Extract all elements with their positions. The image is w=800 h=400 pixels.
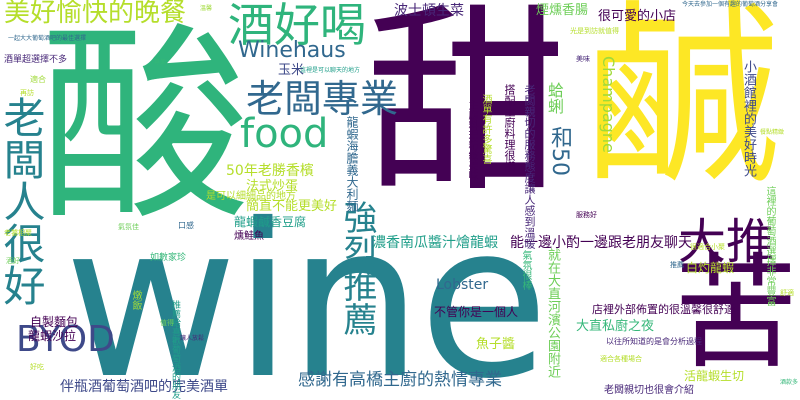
word-v8: 燉飯: [130, 290, 141, 310]
word-v4: 小酒館裡的美好時光: [741, 60, 756, 177]
word-tiny3: 適合: [30, 75, 46, 84]
word-fish-sauce: 魚子醬: [476, 337, 516, 352]
word-wine: wine: [64, 178, 549, 400]
word-live-shrimp: 活龍蝦生切: [684, 369, 745, 383]
word-lobster-salad: 龍蝦沙拉: [28, 329, 77, 343]
word-tiny19: 好吃: [30, 363, 44, 371]
word-v9: 氣氛很棒: [520, 250, 531, 290]
word-tiny14: 讓人放鬆: [180, 335, 205, 342]
word-v10: 推薦給喜歡葡萄酒的朋友: [170, 300, 180, 399]
word-tiny17: 溫馨: [200, 5, 213, 12]
word-bottle: 伴瓶酒葡萄酒吧的完美酒單: [60, 379, 228, 395]
word-v2: 搭配主廚料理很讚: [503, 84, 516, 172]
word-tiny8: 很適合小聚: [690, 243, 725, 251]
word-tiny13: 餐點精緻: [760, 129, 785, 136]
word-strong-rec: 強烈推薦: [337, 200, 377, 336]
word-tiny5: 光是到訪就值得: [570, 27, 619, 35]
word-chat: 能一邊小酌一邊跟老朋友聊天: [510, 235, 692, 251]
word-boss-pro: 老闆專業: [246, 77, 399, 121]
word-french-toast: 法式炒蛋: [246, 179, 299, 194]
word-v7: 主廚料理精緻美味: [466, 100, 477, 180]
word-boss-nice: 老闆人很好: [0, 96, 46, 306]
word-tiny16: 推薦: [670, 261, 684, 269]
word-fifty-year: 50年老勝香檳: [226, 163, 314, 179]
word-tiny15: 氣氛佳: [118, 223, 139, 231]
word-food: food: [240, 111, 329, 157]
word-store-outside: 店裡外部佈置的很溫馨很舒適: [592, 303, 735, 316]
word-tiny4: 老饕相聚: [4, 229, 32, 237]
word-cute-shop: 很可愛的小店: [598, 9, 677, 24]
word-big-push: 大推: [678, 214, 775, 270]
word-tiny2: 酒單超選擇不多: [4, 55, 68, 65]
word-champagne: Champagne: [599, 56, 618, 153]
word-near-park: 就在大直河濱公園附近: [545, 248, 560, 378]
word-tiny10: 這裡是可以聊天的地方: [300, 67, 361, 74]
word-enjoy: 如數家珍: [150, 253, 187, 263]
word-v5: 這裡的葡萄酒選擇非常豐富: [764, 186, 775, 306]
word-lobster: Lobster: [436, 277, 489, 293]
word-tiny9: 以往所知道的是會分析過程: [606, 337, 702, 346]
word-tiny12: 專業: [154, 59, 167, 66]
word-boiled-shrimp: 白灼龍蝦: [686, 261, 735, 275]
word-tiny22: 美味: [576, 55, 590, 63]
word-caesar: 波士頓生菜: [394, 3, 464, 19]
word-he50: 和50: [547, 126, 572, 176]
word-v1: 老闆親切的服務態度讓人感到溫暖: [523, 84, 536, 249]
word-tiny23: 舒適: [780, 289, 794, 297]
word-simply-delicious: 簡直不能更美好: [246, 199, 338, 214]
word-v3: 龍蝦海膽義大利麵: [345, 116, 359, 212]
word-tiny20: 值得: [160, 319, 174, 327]
word-thanks: 感謝有高橋主廚的熱情專業: [298, 370, 502, 390]
word-bitter: 苦: [674, 242, 799, 386]
word-mouthfeel: 口感: [178, 221, 194, 230]
word-winehaus: Winehaus: [238, 38, 346, 63]
word-salty: 鹹: [584, 0, 781, 212]
word-evening: 美好愉快的晚餐: [4, 0, 187, 28]
word-pumpkin: 濃香南瓜醬汁燴龍蝦: [372, 235, 498, 251]
word-tiny1: 一起大大葡萄酒吧的最佳選擇: [8, 35, 87, 42]
word-tiny21: 再訪: [20, 89, 34, 97]
word-smoked-duck: 煙燻香腸: [536, 3, 589, 18]
word-salmon: 燻鮭魚: [234, 231, 264, 242]
word-shrimp-cold: 龍蝦鹹香豆腐: [234, 215, 307, 229]
word-old-shrimp: 老闆親切也很會介紹: [604, 385, 694, 396]
word-great-place: 是可以細細品的地方: [206, 191, 296, 202]
word-sour: 酸: [40, 4, 251, 249]
word-tiny24: 酒款多: [780, 379, 799, 386]
word-tiny18: 服務好: [576, 211, 597, 219]
word-sweet: 甜: [366, 0, 567, 220]
word-byod: BYOD: [16, 319, 115, 360]
word-corn: 玉米: [278, 63, 305, 78]
word-alone: 不管你是一個人: [434, 305, 519, 319]
word-tiny11: 酒好: [6, 257, 20, 265]
word-bread: 自製麵包: [30, 315, 79, 329]
word-tiny7: 適合各種場合: [600, 355, 642, 363]
word-private-chef: 大直私廚之夜: [576, 319, 655, 334]
word-tiny6: 今天去參加一個有趣的葡萄酒分享會: [682, 1, 779, 8]
word-v6: 酒單有許多驚喜: [480, 94, 491, 164]
word-clam: 蛤蜊: [545, 82, 564, 114]
word-wine-good: 酒好喝: [228, 0, 366, 52]
